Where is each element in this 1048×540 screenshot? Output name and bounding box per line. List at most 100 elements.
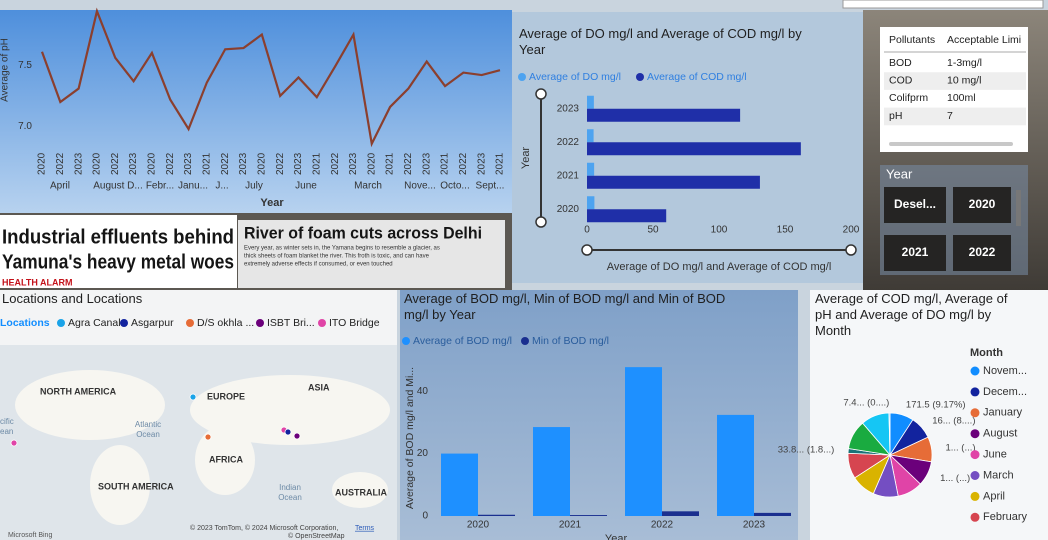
- table-row: [884, 72, 1026, 90]
- headline: Yamuna's heavy metal woes: [2, 251, 234, 273]
- news-image-2: [238, 220, 505, 288]
- legend-marker: [318, 319, 326, 327]
- map-point[interactable]: [189, 393, 197, 401]
- table-header: Pollutants: [889, 34, 935, 46]
- data-label: 33.8... (1.8...): [778, 444, 835, 455]
- map-title: Locations and Locations: [2, 291, 143, 306]
- data-label: 1... (...): [945, 442, 975, 453]
- x-tick-label: 50: [647, 225, 659, 236]
- search-box[interactable]: [842, 0, 1044, 9]
- legend-marker: [970, 512, 980, 522]
- x-tick-label: 2020: [467, 520, 490, 531]
- bar: [587, 209, 667, 223]
- x-group-label: June: [295, 181, 317, 192]
- land: [195, 425, 255, 495]
- land: [190, 375, 390, 445]
- bar: [587, 95, 594, 109]
- bar: [587, 162, 595, 176]
- land: [15, 370, 165, 440]
- x-tick-label: 2023: [183, 152, 194, 175]
- map-point[interactable]: [293, 432, 301, 440]
- slicer-button[interactable]: [953, 235, 1011, 271]
- map-label: Indian: [279, 483, 301, 492]
- legend-label: Novem...: [983, 365, 1027, 377]
- x-tick-label: 2021: [440, 152, 451, 175]
- y-tick-label: 2022: [557, 137, 580, 148]
- x-group-label: J...: [215, 181, 228, 192]
- scrollbar[interactable]: [1016, 190, 1021, 226]
- x-tick-label: 2023: [743, 520, 766, 531]
- news-tag: HEALTH ALARM: [2, 277, 73, 287]
- x-tick-label: 2020: [256, 152, 267, 175]
- slicer-option[interactable]: 2022: [969, 245, 996, 259]
- bar: [587, 175, 760, 189]
- table-cell: 1-3mg/l: [947, 57, 982, 69]
- slicer-option[interactable]: 2020: [969, 197, 996, 211]
- news-body: Every year, as winter sets in, the Yaman…: [244, 246, 440, 252]
- slicer-option[interactable]: 2021: [902, 245, 929, 259]
- x-tick-label: 2023: [238, 152, 249, 175]
- legend-label: Average of COD mg/l: [647, 71, 747, 83]
- map-label: AUSTRALIA: [335, 487, 387, 497]
- table-cell: 7: [947, 110, 953, 122]
- chart-title: Average of DO mg/l and Average of COD mg…: [519, 26, 802, 57]
- bar: [625, 367, 662, 516]
- headline: Industrial effluents behind: [2, 226, 234, 248]
- slicer-button[interactable]: [884, 187, 946, 223]
- bar: [441, 453, 478, 516]
- slider-handle[interactable]: [845, 244, 857, 256]
- map-point[interactable]: [204, 433, 212, 441]
- slicer-button[interactable]: [953, 187, 1011, 223]
- map-terms[interactable]: Terms: [355, 525, 375, 532]
- x-tick-label: 2022: [403, 152, 414, 175]
- x-tick-label: 0: [584, 225, 590, 236]
- x-tick-label: 2023: [73, 152, 84, 175]
- legend-label: February: [983, 511, 1028, 523]
- map-label: Ocean: [278, 493, 302, 502]
- x-tick-label: 2023: [293, 152, 304, 175]
- y-tick-label: 7.5: [18, 60, 32, 71]
- news-body: thick sheets of foam blanket the river. …: [244, 254, 430, 260]
- legend-label: March: [983, 469, 1014, 481]
- x-axis-title: Year: [260, 197, 284, 209]
- slicer-option[interactable]: Desel...: [894, 197, 936, 211]
- y-axis-title: Average of BOD mg/l and Mi...: [404, 367, 416, 509]
- map-point[interactable]: [284, 428, 292, 436]
- data-label: 171.5 (9.17%): [906, 400, 966, 411]
- x-tick-label: 2020: [92, 152, 103, 175]
- legend-marker: [970, 450, 980, 460]
- map-point[interactable]: [10, 439, 18, 447]
- map-label: NORTH AMERICA: [40, 386, 117, 396]
- slicer-button[interactable]: [884, 235, 946, 271]
- x-tick-label: 200: [843, 225, 860, 236]
- table-row: [884, 107, 1026, 126]
- bar: [533, 427, 570, 516]
- slider-handle[interactable]: [535, 216, 547, 228]
- slider-handle[interactable]: [535, 88, 547, 100]
- x-tick-label: 2020: [366, 152, 377, 175]
- scrollbar[interactable]: [889, 142, 1013, 146]
- land: [90, 445, 150, 525]
- x-tick-label: 2022: [458, 152, 469, 175]
- map-label: cific: [0, 417, 14, 426]
- bar: [570, 515, 607, 516]
- pie-panel: [810, 290, 1048, 540]
- land: [332, 472, 388, 508]
- x-group-label: Octo...: [440, 181, 469, 192]
- slider-handle[interactable]: [581, 244, 593, 256]
- map-label: ASIA: [308, 382, 330, 392]
- legend-label: June: [983, 449, 1007, 461]
- x-tick-label: 2022: [220, 152, 231, 175]
- legend-marker: [402, 337, 410, 345]
- slicer-title: Year: [886, 166, 913, 181]
- headline: River of foam cuts across Delhi: [244, 223, 482, 242]
- x-tick-label: 2023: [476, 152, 487, 175]
- legend-marker: [970, 491, 980, 501]
- x-tick-label: 2021: [385, 152, 396, 175]
- x-tick-label: 2020: [147, 152, 158, 175]
- x-tick-label: 150: [777, 225, 794, 236]
- map-label: Ocean: [136, 430, 160, 439]
- bar: [662, 511, 699, 516]
